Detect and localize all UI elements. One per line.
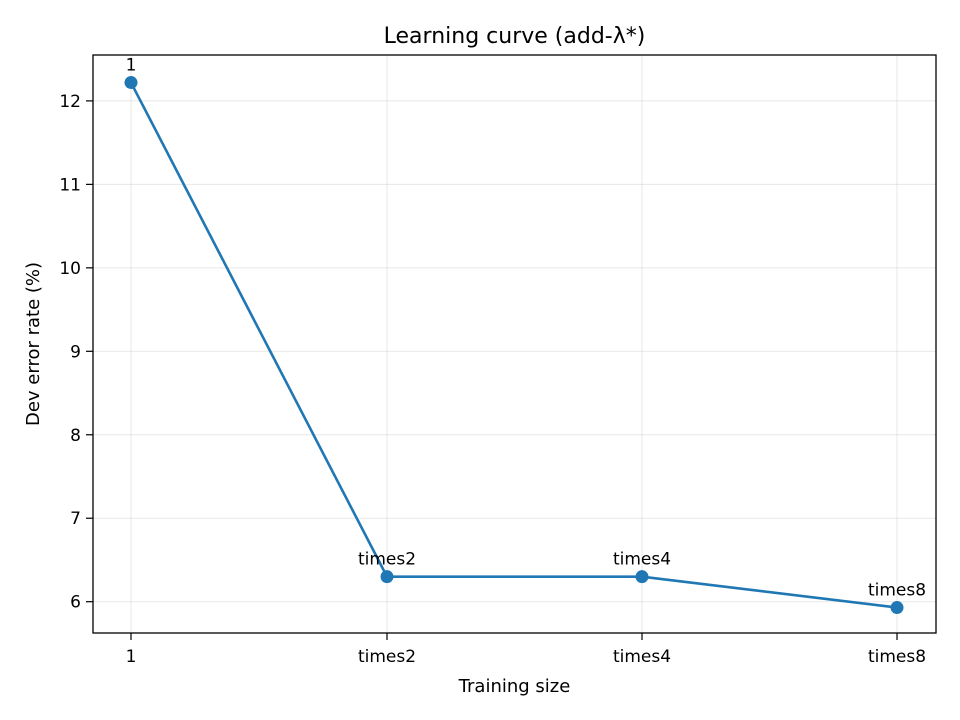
- y-tick-label-0: 6: [70, 593, 81, 613]
- gridlines: [93, 55, 936, 633]
- series-line-0: [129, 81, 898, 609]
- chart-title: Learning curve (add-λ*): [384, 24, 646, 49]
- y-axis-label: Dev error rate (%): [23, 262, 44, 426]
- x-tick-label-0: 1: [126, 647, 137, 667]
- y-axis: 6 7 8 9 10 11 12: [59, 92, 93, 613]
- x-tick-label-2: times4: [613, 647, 671, 667]
- x-axis-label: Training size: [458, 676, 571, 697]
- data-label-1: times2: [358, 550, 416, 570]
- y-tick-label-4: 10: [59, 259, 81, 279]
- x-axis: 1 times2 times4 times8: [126, 633, 926, 667]
- plot-area-frame: [92, 54, 937, 634]
- y-tick-label-2: 8: [70, 426, 81, 446]
- y-tick-label-5: 11: [59, 175, 81, 195]
- x-tick-label-3: times8: [868, 647, 926, 667]
- data-point-2: [635, 570, 649, 584]
- y-tick-label-1: 7: [70, 509, 81, 529]
- data-labels: 1 times2 times4 times8: [126, 56, 926, 601]
- y-tick-label-3: 9: [70, 342, 81, 362]
- x-tick-label-1: times2: [358, 647, 416, 667]
- y-tick-label-6: 12: [59, 92, 81, 112]
- data-label-2: times4: [613, 550, 671, 570]
- series-layer: [124, 76, 904, 615]
- data-label-0: 1: [126, 56, 137, 76]
- data-label-3: times8: [868, 581, 926, 601]
- data-point-0: [124, 76, 138, 90]
- data-point-3: [890, 601, 904, 615]
- data-point-1: [380, 570, 394, 584]
